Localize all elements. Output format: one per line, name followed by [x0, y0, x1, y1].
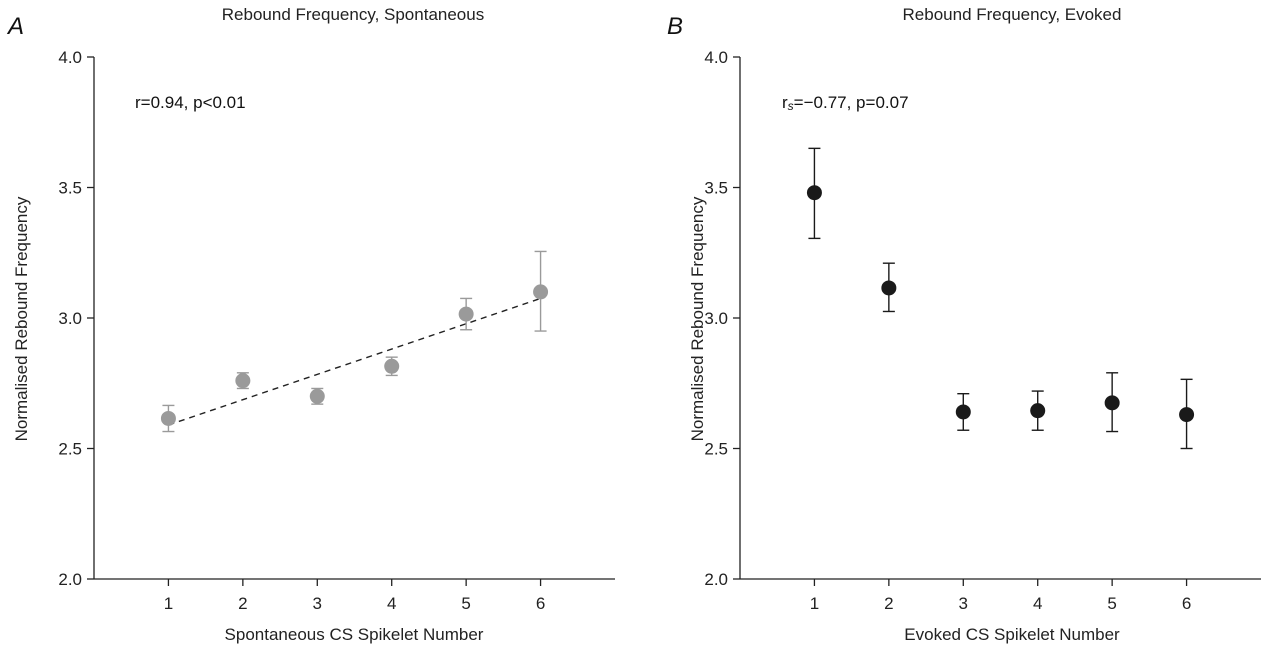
panel-b-annotation-sub: s	[788, 99, 794, 113]
panel-a-y-tick-label: 3.5	[58, 179, 82, 198]
panel-a-x-tick-label: 6	[536, 594, 545, 613]
panel-b-title: Rebound Frequency, Evoked	[903, 5, 1122, 24]
panel-b-y-tick-label: 2.0	[704, 570, 728, 589]
panel-a: A Rebound Frequency, Spontaneous r=0.94,…	[6, 5, 615, 644]
panel-b-xlabel: Evoked CS Spikelet Number	[904, 625, 1120, 644]
panel-a-data-point	[384, 358, 400, 374]
panel-a-data-point	[160, 410, 176, 426]
panel-a-x-tick-label: 4	[387, 594, 396, 613]
panel-b-plot-area: 2.0 2.5 3.0 3.5 4.0 1 2 3 4 5 6	[704, 48, 1261, 613]
panel-b-ylabel: Normalised Rebound Frequency	[688, 196, 707, 441]
panel-a-title: Rebound Frequency, Spontaneous	[222, 5, 484, 24]
panel-a-x-tick-label: 2	[238, 594, 247, 613]
panel-a-data-point	[235, 373, 251, 389]
panel-a-plot-area: 2.0 2.5 3.0 3.5 4.0 1 2 3 4 5 6	[58, 48, 615, 613]
panel-b-y-tick-label: 3.5	[704, 179, 728, 198]
panel-b-data-point	[1030, 403, 1046, 419]
panel-b-data-point	[1179, 407, 1195, 423]
panel-b-letter: B	[667, 13, 683, 40]
panel-b-x-tick-label: 6	[1182, 594, 1191, 613]
panel-b-data-point	[1104, 395, 1120, 411]
panel-a-letter: A	[6, 13, 24, 40]
panel-b-x-tick-label: 5	[1107, 594, 1116, 613]
panel-b-x-tick-label: 3	[959, 594, 968, 613]
panel-a-annotation: r=0.94, p<0.01	[135, 93, 246, 112]
panel-a-data-point	[458, 306, 474, 322]
panel-b-y-tick-label: 3.0	[704, 309, 728, 328]
panel-b-x-tick-label: 2	[884, 594, 893, 613]
panel-a-xlabel: Spontaneous CS Spikelet Number	[225, 625, 484, 644]
panel-a-x-tick-label: 3	[313, 594, 322, 613]
panel-a-fit-line	[168, 297, 541, 426]
panel-a-y-tick-label: 4.0	[58, 48, 82, 67]
panel-b-data-point	[881, 280, 897, 296]
panel-b-y-tick-label: 4.0	[704, 48, 728, 67]
panel-b: B Rebound Frequency, Evoked rs=−0.77, p=…	[667, 5, 1261, 644]
panel-b-x-tick-label: 1	[810, 594, 819, 613]
panel-a-x-tick-label: 1	[164, 594, 173, 613]
panel-a-data-point	[309, 388, 325, 404]
panel-a-y-tick-label: 2.0	[58, 570, 82, 589]
panel-b-annotation-rest: =−0.77, p=0.07	[794, 93, 909, 112]
panel-b-data-point	[806, 185, 822, 201]
panel-b-annotation-r: r	[782, 93, 788, 112]
panel-a-y-tick-label: 2.5	[58, 440, 82, 459]
panel-a-data-point	[533, 284, 549, 300]
panel-b-y-tick-label: 2.5	[704, 440, 728, 459]
panel-b-data-point	[955, 404, 971, 420]
panel-a-ylabel: Normalised Rebound Frequency	[12, 196, 31, 441]
panel-b-annotation: rs=−0.77, p=0.07	[782, 93, 909, 113]
panel-a-x-tick-label: 5	[461, 594, 470, 613]
panel-b-x-tick-label: 4	[1033, 594, 1042, 613]
panel-a-y-tick-label: 3.0	[58, 309, 82, 328]
